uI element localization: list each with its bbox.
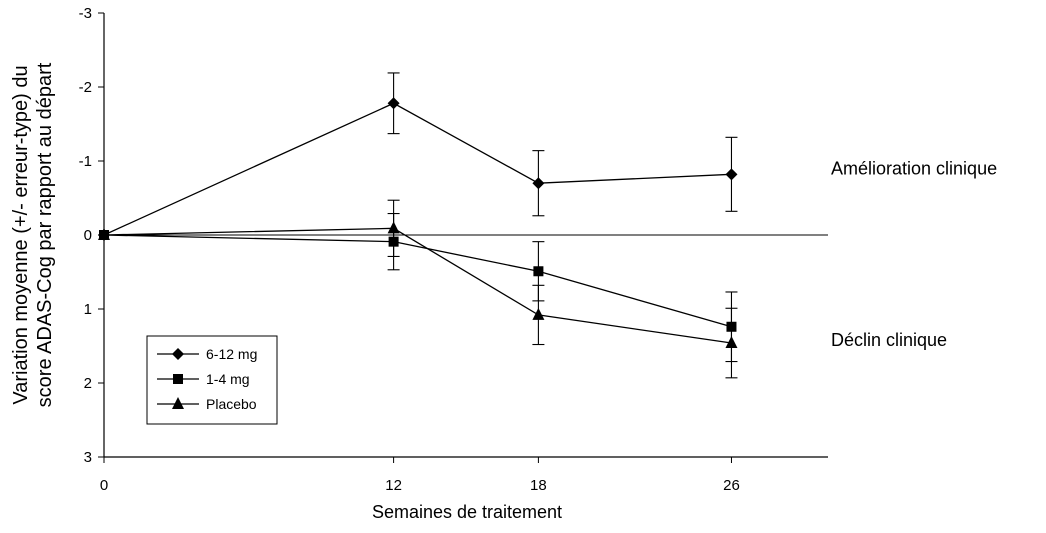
y-tick-label: -1 [79,153,92,170]
series-line [103,234,732,328]
y-tick-label: 1 [84,301,92,318]
legend-label: 1-4 mg [206,371,250,387]
data-point [533,266,544,277]
x-axis-title: Semaines de traitement [372,502,562,522]
legend-item: 6-12 mg [157,346,257,362]
y-tick-label: -2 [79,79,92,96]
data-point [532,177,545,190]
series-6-12-mg [98,72,738,241]
x-tick-label: 12 [385,477,402,494]
legend-item: 1-4 mg [157,371,250,387]
y-axis-title-line1: Variation moyenne (+/- erreur-type) du [10,65,32,404]
annotation-label: Amélioration clinique [831,158,997,178]
data-point [98,228,110,240]
y-axis-title-line2: score ADAS-Cog par rapport au départ [34,62,56,407]
x-tick-label: 26 [723,477,740,494]
legend-label: Placebo [206,396,257,412]
legend-item: Placebo [157,396,257,412]
legend-marker [173,374,183,384]
data-point [387,97,400,110]
legend-marker [172,348,184,360]
x-ticks: 0 12 18 26 [100,457,740,494]
data-point [725,168,738,181]
y-tick-label: 0 [84,227,92,244]
y-tick-label: 3 [84,449,92,466]
x-tick-label: 0 [100,477,108,494]
legend-box [146,335,278,425]
y-tick-label: -3 [79,5,92,22]
y-tick-label: 2 [84,375,92,392]
series-placebo [98,199,738,379]
series-line [103,227,732,344]
data-point [387,221,400,234]
data-point [725,336,738,349]
annotation-label: Déclin clinique [831,330,947,350]
legend-label: 6-12 mg [206,346,257,362]
series-layer [98,72,738,379]
annotations: Amélioration clinique Déclin clinique [831,158,997,350]
legend: 6-12 mg 1-4 mg Placebo [146,335,278,425]
series-line [103,102,732,236]
legend-marker [172,397,184,409]
data-point [532,307,545,320]
x-tick-label: 18 [530,477,547,494]
y-ticks: -3 -2 -1 0 1 2 3 [79,5,104,466]
